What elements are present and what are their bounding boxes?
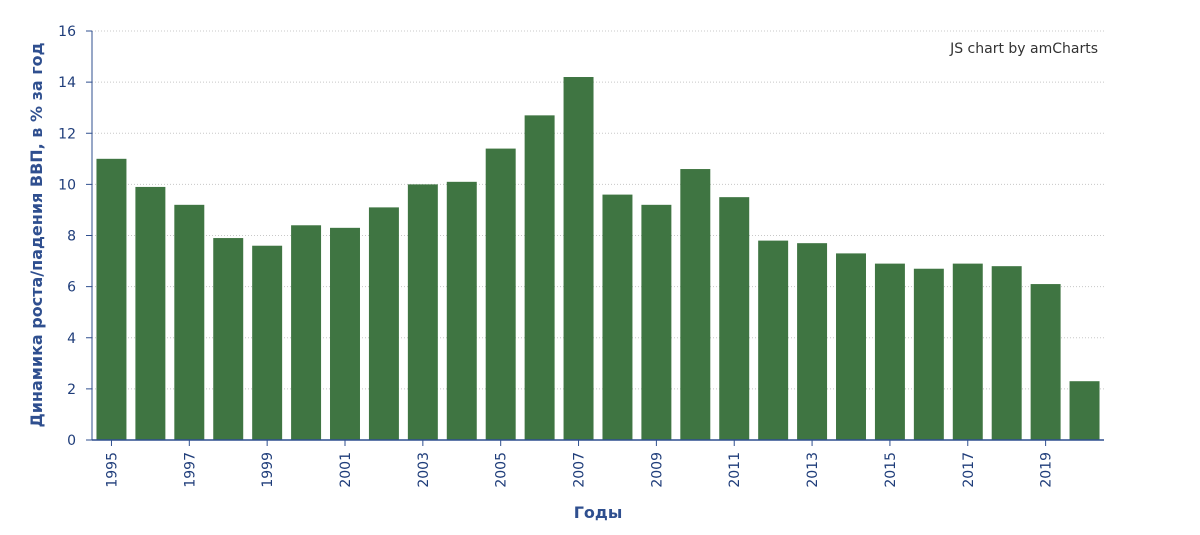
bar-2003[interactable] <box>407 184 438 440</box>
bar-1997[interactable] <box>174 204 205 440</box>
y-tick-label: 14 <box>58 75 76 91</box>
x-axis: 1995 1997 1999 2001 2003 2005 2007 2009 2011 2013… <box>92 439 1104 488</box>
y-tick-label: 8 <box>67 229 76 245</box>
x-tick-label: 2015 <box>883 452 899 488</box>
bar-2004[interactable] <box>446 181 477 440</box>
y-tick-label: 2 <box>67 382 76 398</box>
bar-2011[interactable] <box>719 197 750 440</box>
y-tick-label: 16 <box>58 24 76 40</box>
bar-2015[interactable] <box>874 263 905 440</box>
x-tick-label: 2019 <box>1039 452 1055 488</box>
bar-2009[interactable] <box>641 204 672 440</box>
bar-2012[interactable] <box>758 240 789 440</box>
bar-2007[interactable] <box>563 77 594 440</box>
bar-1996[interactable] <box>135 186 166 440</box>
bar-1999[interactable] <box>252 245 283 440</box>
bar-1995[interactable] <box>96 158 127 440</box>
x-axis-title: Годы <box>574 503 623 522</box>
x-tick-label: 2017 <box>961 452 977 488</box>
y-tick-label: 6 <box>67 280 76 296</box>
x-tick-label: 2003 <box>416 452 432 488</box>
bar-2016[interactable] <box>913 268 944 440</box>
bar-2001[interactable] <box>330 227 360 440</box>
bar-2008[interactable] <box>602 194 633 440</box>
bar-2002[interactable] <box>368 207 399 440</box>
x-tick-label: 1999 <box>260 452 276 488</box>
grid-lines <box>92 30 1104 390</box>
y-tick-label: 0 <box>67 433 76 449</box>
bar-2013[interactable] <box>797 243 828 440</box>
bar-2005[interactable] <box>485 148 516 440</box>
bar-2018[interactable] <box>991 266 1022 440</box>
y-axis: 0 2 4 6 8 10 12 14 16 <box>58 24 93 449</box>
bar-1998[interactable] <box>213 238 244 440</box>
x-tick-label: 2009 <box>649 452 665 488</box>
bars <box>96 77 1100 440</box>
bar-2010[interactable] <box>680 169 711 440</box>
x-tick-label: 2007 <box>572 452 588 488</box>
x-tick-label: 2001 <box>338 452 354 488</box>
bar-2017[interactable] <box>952 263 983 440</box>
y-axis-title: Динамика роста/падения ВВП, в % за год <box>27 42 46 427</box>
bar-2020[interactable] <box>1069 381 1100 440</box>
chart-credit[interactable]: JS chart by amCharts <box>949 41 1098 57</box>
x-tick-label: 2005 <box>494 452 510 488</box>
bar-2000[interactable] <box>291 225 322 440</box>
x-tick-label: 1997 <box>182 452 198 488</box>
bar-2019[interactable] <box>1030 284 1061 440</box>
y-tick-label: 10 <box>58 177 76 193</box>
x-tick-label: 2011 <box>727 452 743 488</box>
x-tick-label: 2013 <box>805 452 821 488</box>
bar-2006[interactable] <box>524 115 555 440</box>
y-tick-label: 12 <box>58 126 76 142</box>
x-tick-label: 1995 <box>104 452 120 488</box>
bar-2014[interactable] <box>836 253 866 440</box>
y-tick-label: 4 <box>67 331 76 347</box>
